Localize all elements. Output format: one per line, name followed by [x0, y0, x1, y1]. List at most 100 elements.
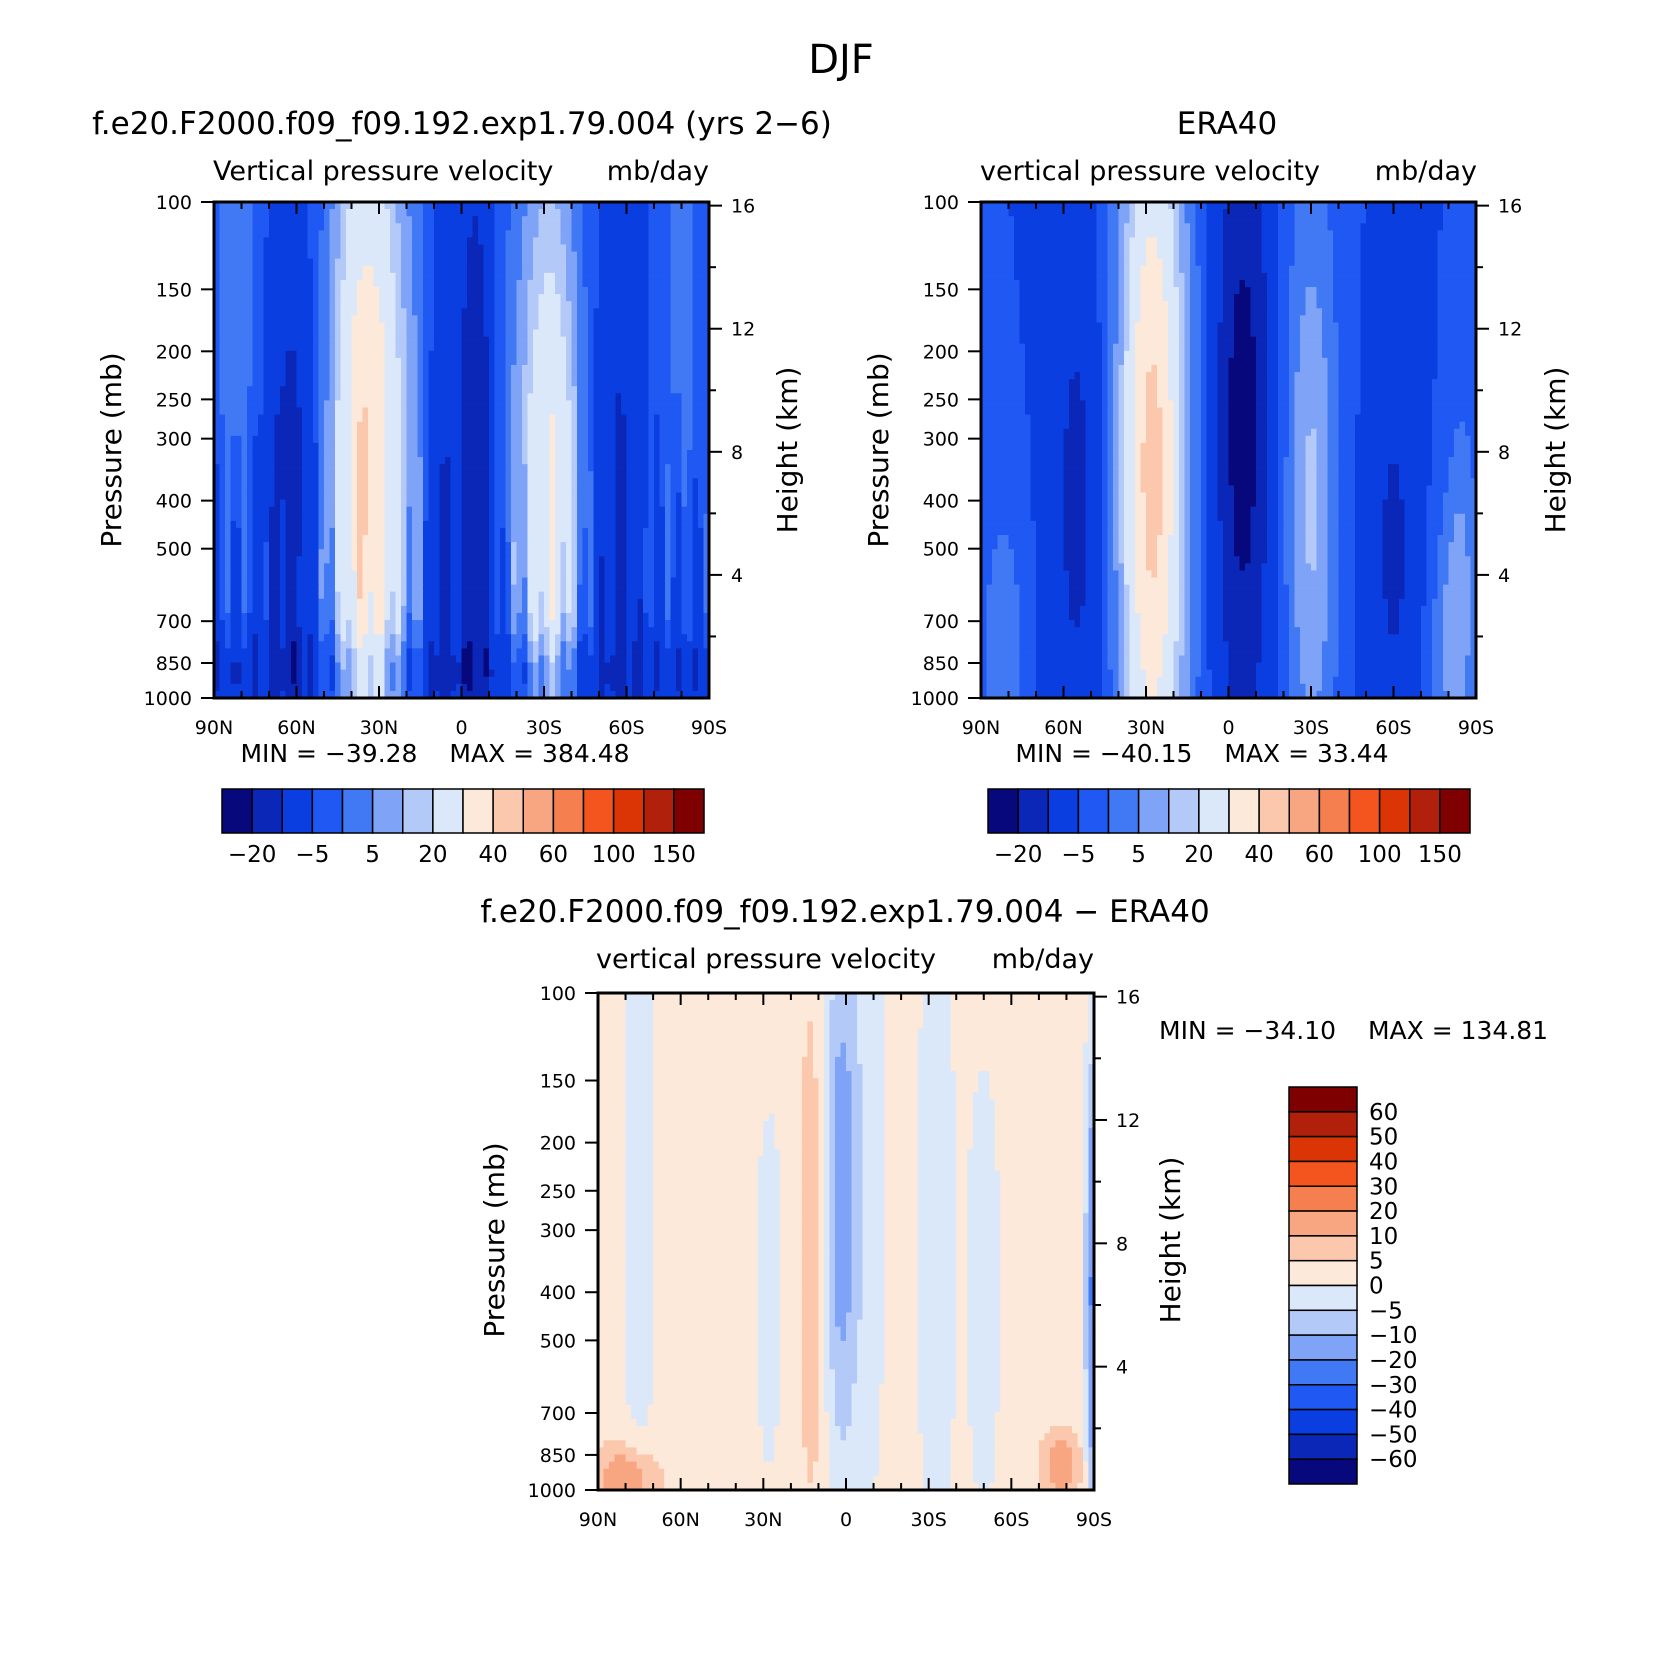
contour-cell — [676, 457, 683, 465]
contour-cell — [698, 329, 705, 338]
contour-cell — [357, 322, 364, 331]
contour-cell — [676, 372, 683, 380]
contour-cell — [346, 202, 353, 210]
contour-cell — [527, 209, 534, 217]
contour-cell — [390, 492, 397, 501]
contour-cell — [511, 407, 518, 416]
contour-cell — [626, 442, 633, 451]
contour-cell — [247, 485, 254, 494]
contour-cell — [478, 379, 485, 387]
contour-cell — [379, 499, 386, 508]
contour-cell — [357, 393, 364, 401]
contour-cell — [230, 457, 237, 465]
contour-cell — [313, 379, 320, 387]
contour-cell — [588, 478, 595, 487]
contour-cell — [571, 442, 578, 451]
contour-cell — [489, 563, 496, 572]
contour-cell — [500, 230, 507, 239]
contour-cell — [280, 202, 287, 210]
contour-cell — [291, 457, 298, 465]
contour-cell — [214, 478, 221, 487]
contour-cell — [439, 492, 446, 501]
contour-cell — [615, 322, 622, 331]
contour-cell — [549, 237, 556, 246]
contour-cell — [643, 294, 650, 302]
contour-cell — [417, 287, 424, 295]
contour-cell — [665, 435, 672, 444]
contour-cell — [406, 237, 413, 246]
contour-cell — [214, 421, 221, 430]
contour-cell — [351, 464, 358, 472]
contour-cell — [582, 492, 589, 501]
contour-cell — [445, 591, 452, 600]
contour-cell — [263, 209, 270, 217]
contour-cell — [236, 577, 243, 586]
contour-cell — [659, 350, 666, 359]
contour-cell — [615, 386, 622, 394]
contour-cell — [467, 343, 474, 352]
contour-cell — [665, 202, 672, 210]
contour-cell — [324, 230, 331, 239]
contour-cell — [599, 492, 606, 501]
contour-cell — [390, 407, 397, 416]
contour-cell — [373, 343, 380, 352]
contour-cell — [665, 308, 672, 316]
contour-cell — [340, 542, 347, 550]
contour-cell — [461, 414, 468, 423]
contour-cell — [621, 542, 628, 550]
contour-cell — [456, 329, 463, 338]
contour-cell — [692, 372, 699, 380]
contour-cell — [654, 499, 661, 508]
contour-cell — [500, 563, 507, 572]
contour-cell — [566, 301, 573, 309]
contour-cell — [362, 209, 369, 217]
contour-cell — [472, 513, 479, 522]
contour-cell — [406, 556, 413, 564]
contour-cell — [395, 591, 402, 600]
contour-cell — [516, 421, 523, 430]
contour-cell — [412, 287, 419, 295]
contour-cell — [483, 202, 490, 210]
contour-cell — [538, 421, 545, 430]
contour-cell — [703, 513, 710, 522]
contour-cell — [538, 315, 545, 324]
contour-cell — [632, 499, 639, 508]
contour-cell — [241, 527, 248, 536]
contour-cell — [588, 357, 595, 366]
contour-cell — [533, 301, 540, 309]
contour-cell — [439, 584, 446, 593]
contour-cell — [346, 457, 353, 465]
contour-cell — [318, 527, 325, 536]
contour-cell — [346, 428, 353, 437]
contour-cell — [670, 400, 677, 409]
contour-cell — [390, 251, 397, 260]
contour-cell — [329, 499, 336, 508]
contour-cell — [445, 393, 452, 401]
contour-cell — [450, 428, 457, 437]
contour-cell — [544, 513, 551, 522]
contour-cell — [340, 485, 347, 494]
contour-cell — [373, 556, 380, 564]
contour-cell — [274, 556, 281, 564]
contour-cell — [648, 435, 655, 444]
contour-cell — [599, 407, 606, 416]
contour-cell — [280, 457, 287, 465]
contour-cell — [263, 400, 270, 409]
contour-cell — [296, 407, 303, 416]
contour-cell — [571, 237, 578, 246]
contour-cell — [566, 329, 573, 338]
contour-cell — [588, 400, 595, 409]
contour-cell — [615, 279, 622, 288]
contour-cell — [313, 428, 320, 437]
contour-cell — [665, 329, 672, 338]
contour-cell — [555, 251, 562, 260]
contour-cell — [302, 520, 309, 529]
contour-cell — [654, 421, 661, 430]
contour-cell — [527, 513, 534, 522]
contour-cell — [225, 372, 232, 380]
contour-cell — [643, 542, 650, 550]
contour-cell — [692, 400, 699, 409]
contour-cell — [362, 357, 369, 366]
contour-cell — [643, 315, 650, 324]
contour-cell — [412, 506, 419, 515]
